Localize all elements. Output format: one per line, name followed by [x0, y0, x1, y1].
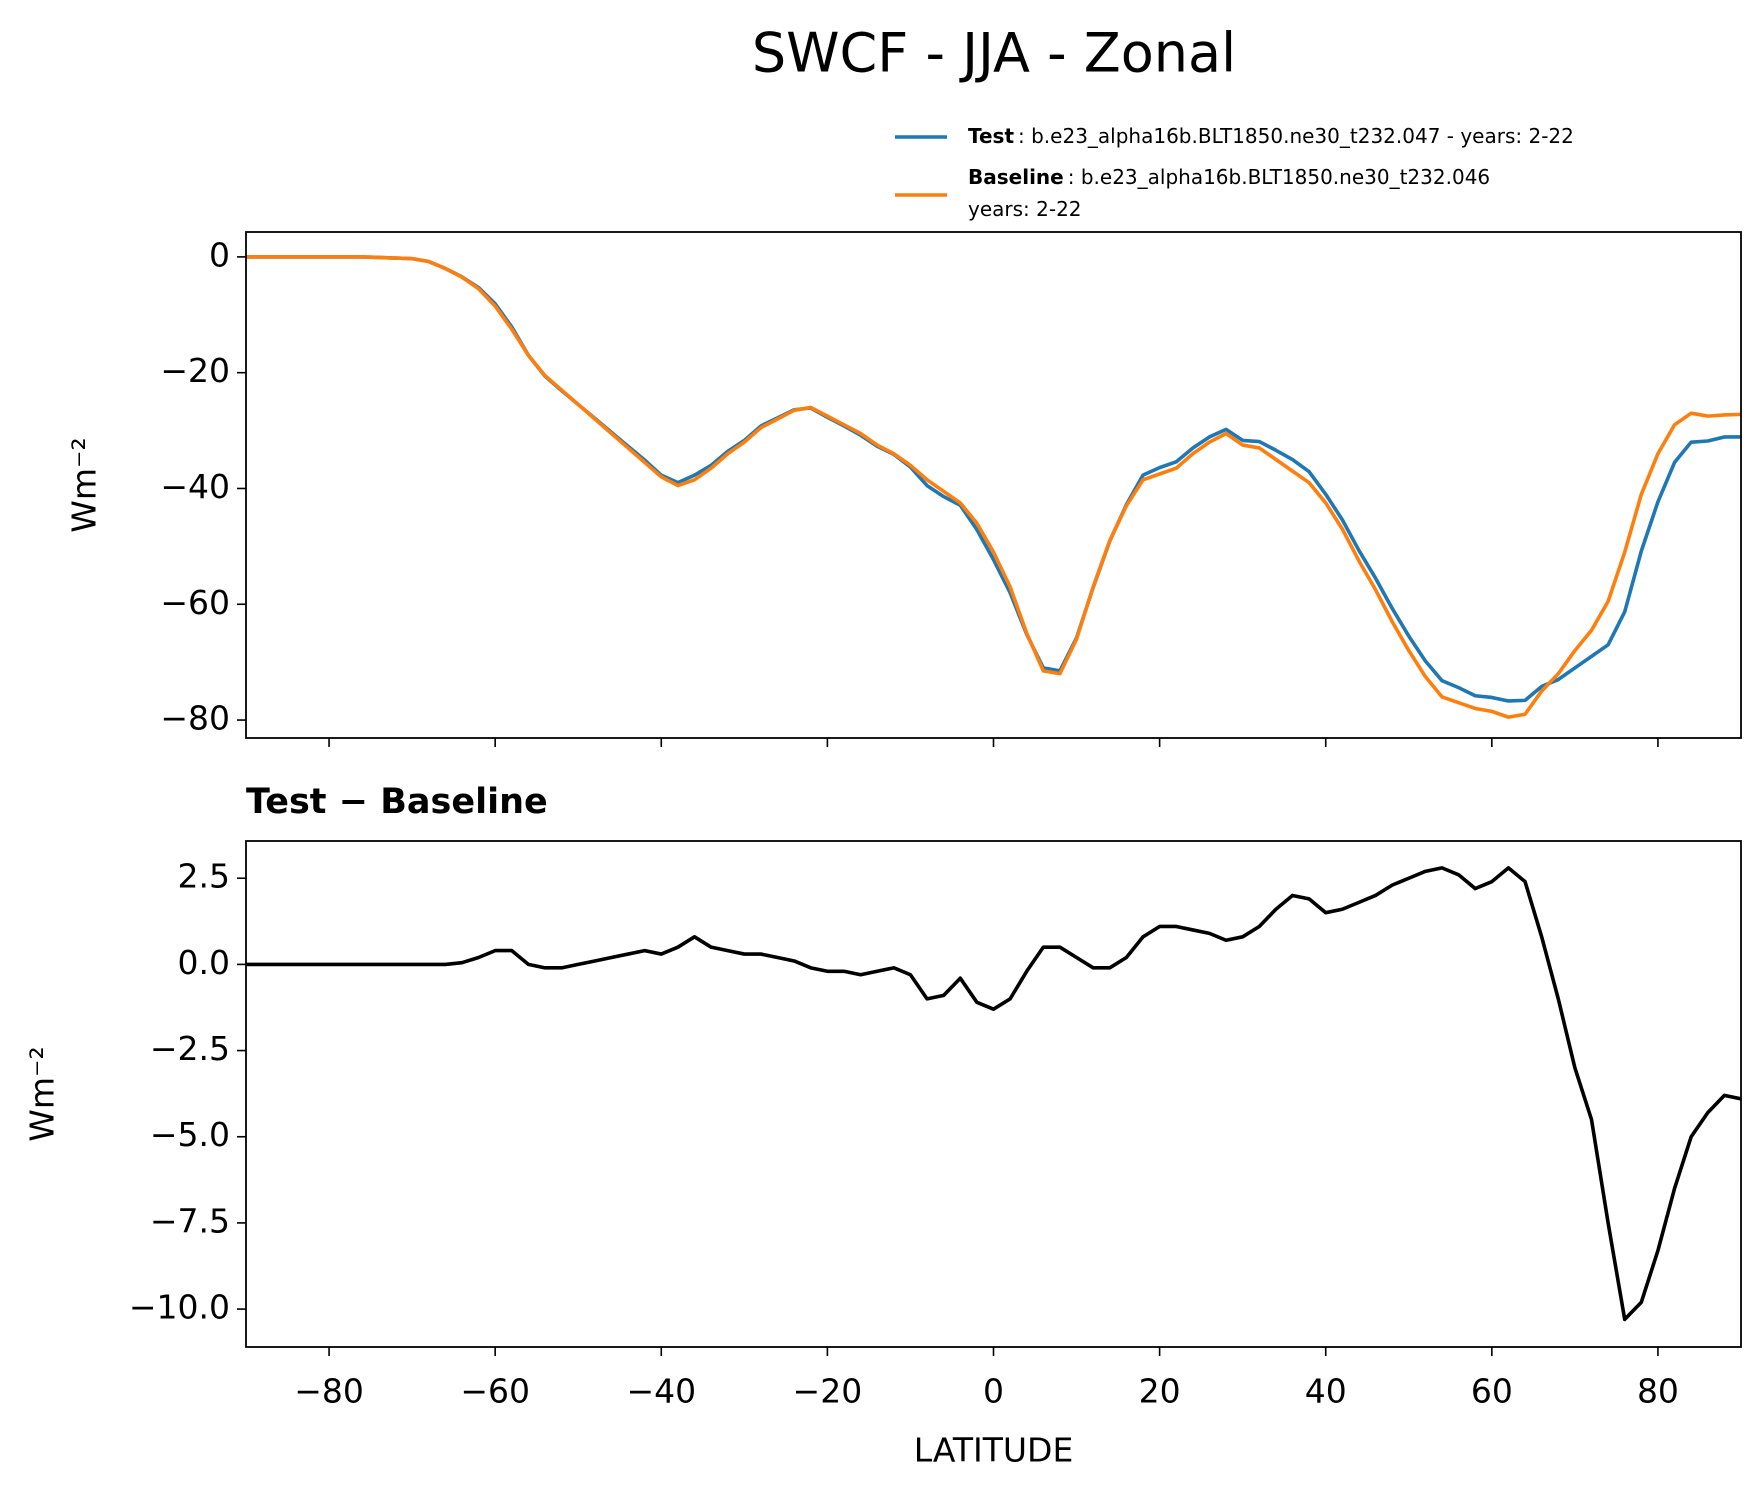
legend-text: Test: b.e23_alpha16b.BLT1850.ne30_t232.0… — [968, 124, 1574, 148]
legend-name: Baseline — [968, 165, 1064, 189]
x-tick-label: 20 — [1139, 1372, 1181, 1411]
y-tick-label: 0 — [209, 235, 230, 274]
y-tick-label: −5.0 — [150, 1115, 230, 1154]
legend-detail: years: 2-22 — [968, 197, 1082, 221]
y-axis-label: Wm⁻² — [65, 437, 104, 532]
x-tick-label: 0 — [983, 1372, 1004, 1411]
y-tick-label: −40 — [160, 467, 230, 506]
legend-detail: : b.e23_alpha16b.BLT1850.ne30_t232.047 -… — [1018, 124, 1574, 148]
y-tick-label: −80 — [160, 699, 230, 738]
y-tick-label: −60 — [160, 583, 230, 622]
legend-text: years: 2-22 — [968, 197, 1082, 221]
x-tick-label: 40 — [1305, 1372, 1347, 1411]
legend-name: Test — [968, 124, 1014, 148]
x-tick-label: −60 — [460, 1372, 530, 1411]
axes-frame — [245, 840, 1742, 1348]
data-line — [246, 866, 1741, 1322]
y-tick-label: −10.0 — [129, 1288, 230, 1327]
y-axis-label: Wm⁻² — [23, 1046, 62, 1141]
legend-detail: : b.e23_alpha16b.BLT1850.ne30_t232.046 — [1068, 165, 1490, 189]
y-tick-label: −20 — [160, 351, 230, 390]
x-tick-label: −20 — [793, 1372, 863, 1411]
legend-text: Baseline: b.e23_alpha16b.BLT1850.ne30_t2… — [968, 165, 1490, 189]
y-tick-label: 2.5 — [178, 857, 230, 896]
data-line — [246, 255, 1741, 719]
y-tick-label: −2.5 — [150, 1029, 230, 1068]
subplot-title: Test − Baseline — [246, 782, 548, 822]
data-line — [246, 255, 1741, 703]
x-tick-label: 80 — [1637, 1372, 1679, 1411]
chart-title: SWCF - JJA - Zonal — [752, 22, 1236, 85]
x-axis-label: LATITUDE — [914, 1431, 1074, 1470]
x-tick-label: −80 — [294, 1372, 364, 1411]
x-tick-label: −40 — [626, 1372, 696, 1411]
axes-frame — [245, 231, 1742, 739]
y-tick-label: −7.5 — [150, 1201, 230, 1240]
x-tick-label: 60 — [1471, 1372, 1513, 1411]
y-tick-label: 0.0 — [178, 943, 230, 982]
